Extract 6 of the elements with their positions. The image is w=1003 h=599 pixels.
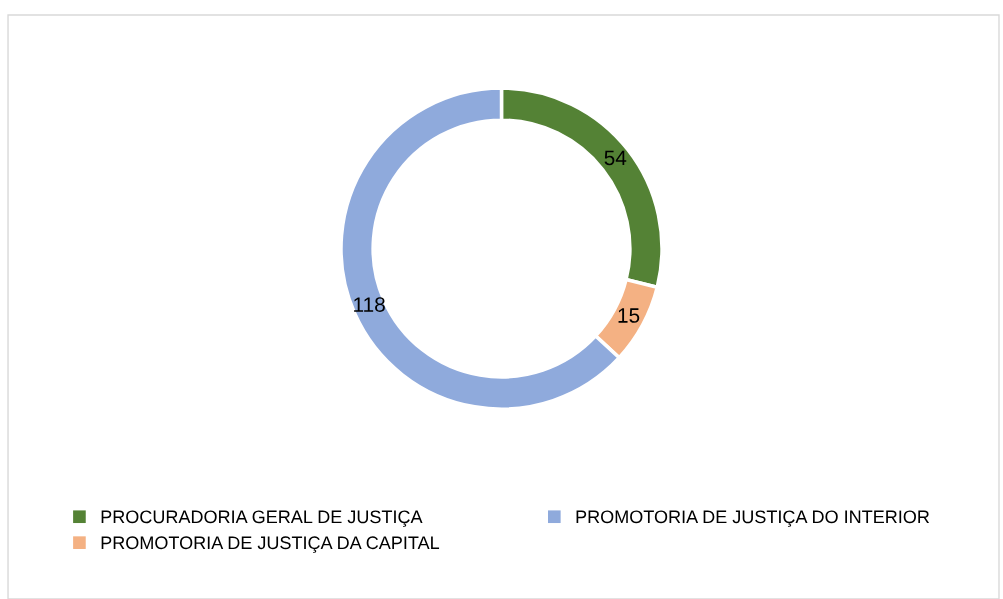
- data-label: 118: [354, 297, 385, 312]
- data-label: 54: [604, 150, 627, 166]
- data-label: 15: [618, 308, 640, 323]
- legend-label: PROCURADORIA GERAL DE JUSTIÇA: [101, 510, 423, 527]
- legend-label: PROMOTORIA DE JUSTIÇA DO INTERIOR: [576, 510, 930, 527]
- legend-label: PROMOTORIA DE JUSTIÇA DA CAPITAL: [101, 536, 440, 553]
